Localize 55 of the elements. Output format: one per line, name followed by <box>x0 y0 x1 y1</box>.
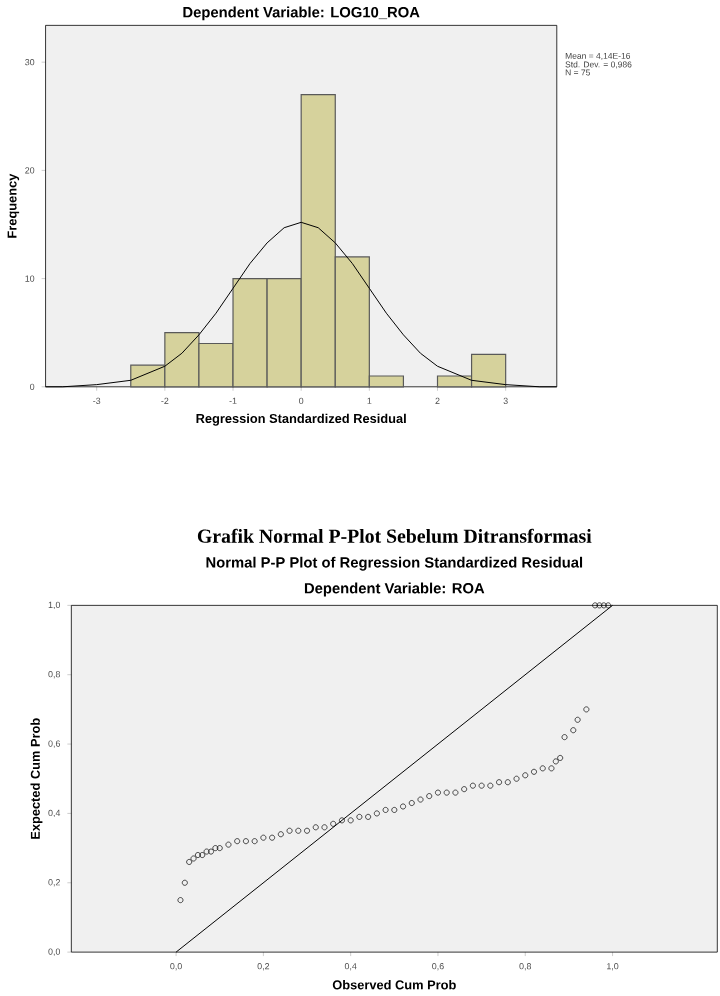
point <box>479 782 485 789</box>
point <box>596 602 603 609</box>
point <box>557 755 564 761</box>
point <box>356 813 363 820</box>
point <box>374 810 381 817</box>
point <box>182 879 189 886</box>
point <box>365 813 372 820</box>
point <box>513 775 520 782</box>
point <box>177 897 184 904</box>
point <box>496 779 503 786</box>
point <box>313 824 320 831</box>
point <box>435 789 442 796</box>
point <box>417 796 424 803</box>
point <box>444 789 450 796</box>
point <box>217 845 223 852</box>
point <box>208 848 215 855</box>
point <box>243 838 250 845</box>
point <box>234 838 241 845</box>
point <box>575 716 581 723</box>
point <box>409 800 416 806</box>
point <box>400 803 407 810</box>
point <box>553 758 560 765</box>
point <box>470 782 477 789</box>
point <box>339 817 346 824</box>
point <box>391 807 398 813</box>
point <box>461 786 468 793</box>
point <box>252 838 258 845</box>
point <box>487 782 494 789</box>
point <box>330 820 337 827</box>
point <box>204 848 210 855</box>
point <box>426 793 433 800</box>
point <box>195 852 202 858</box>
point <box>321 824 328 831</box>
point <box>583 706 590 713</box>
point <box>286 827 293 834</box>
point <box>383 807 389 813</box>
point <box>212 845 219 852</box>
point <box>269 834 276 841</box>
point <box>522 772 529 779</box>
point <box>570 727 577 734</box>
point <box>452 789 459 796</box>
point <box>505 779 512 786</box>
point <box>186 859 193 865</box>
point <box>531 768 538 775</box>
point <box>190 855 197 862</box>
point <box>540 765 546 772</box>
chart-title: Grafik Normal P-Plot Sebelum Ditransformasi <box>198 528 592 543</box>
point <box>225 841 232 848</box>
point <box>260 834 267 841</box>
point <box>348 817 354 824</box>
point <box>295 827 302 834</box>
point <box>278 831 285 838</box>
point <box>304 827 311 834</box>
point <box>561 734 568 741</box>
point <box>548 765 555 772</box>
